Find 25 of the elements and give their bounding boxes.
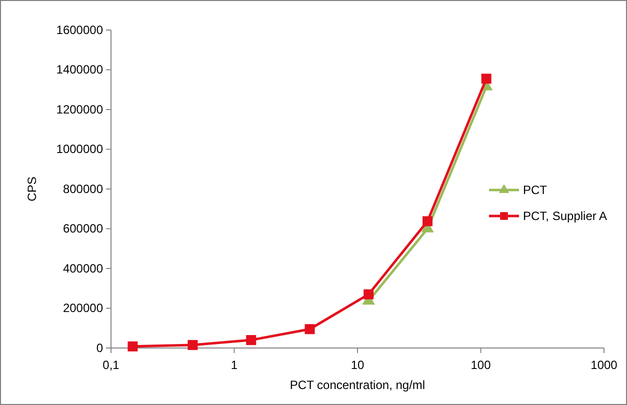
x-tick-label: 1 <box>230 358 238 372</box>
y-axis-title: CPS <box>25 176 39 202</box>
y-tick-label: 600000 <box>62 222 104 236</box>
y-tick-label: 1200000 <box>56 102 104 116</box>
point <box>188 340 198 350</box>
point <box>304 324 315 334</box>
point <box>364 289 374 300</box>
x-tick-label: 0,1 <box>102 358 120 372</box>
point <box>481 74 492 84</box>
legend-label: PCT <box>523 183 548 197</box>
y-tick-label: 1600000 <box>56 22 104 37</box>
y-tick-label: 200000 <box>62 301 104 316</box>
x-axis-title: PCT concentration, ng/ml <box>290 378 426 392</box>
point <box>128 341 138 352</box>
y-tick-label: 1000000 <box>56 142 104 156</box>
x-tick-label: 1000 <box>590 358 618 372</box>
x-tick-label: 10 <box>350 358 364 372</box>
x-tick-label: 100 <box>470 358 492 372</box>
point <box>246 335 256 346</box>
y-tick-label: 0 <box>96 340 104 355</box>
y-tick-label: 400000 <box>62 261 104 276</box>
y-tick-label: 1400000 <box>56 62 104 77</box>
y-tick-label: 800000 <box>62 182 104 196</box>
point <box>422 216 433 226</box>
legend-label: PCT, Supplier A <box>523 209 608 223</box>
